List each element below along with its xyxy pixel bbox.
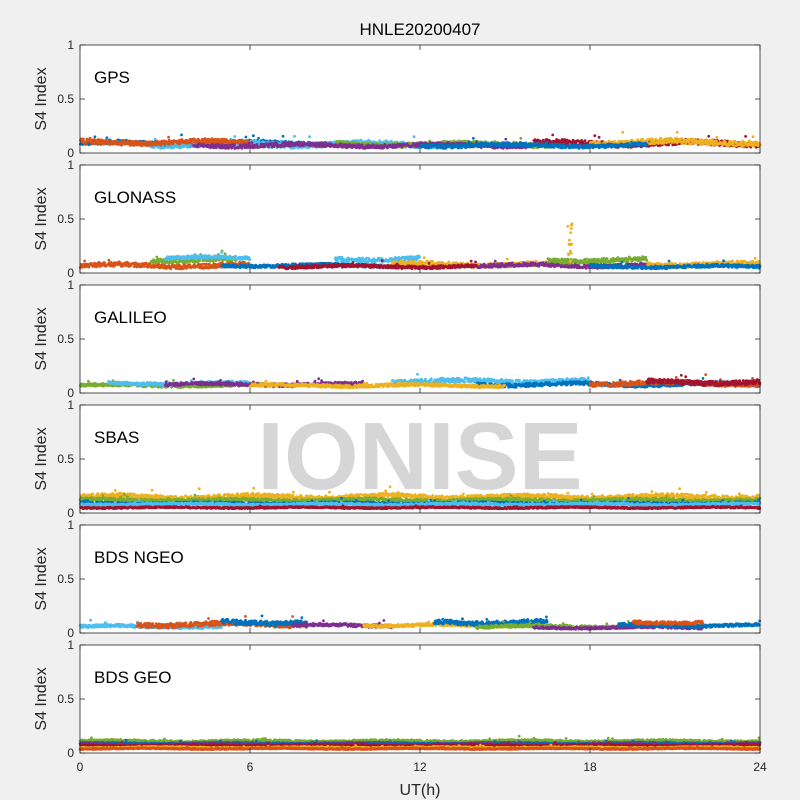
data-point <box>660 137 663 140</box>
data-point <box>645 144 648 147</box>
data-point <box>198 259 201 262</box>
data-point <box>752 135 755 138</box>
data-point <box>83 260 86 263</box>
data-point <box>308 135 311 138</box>
data-point <box>190 142 193 145</box>
data-point <box>515 141 518 144</box>
chart-title: HNLE20200407 <box>360 20 481 39</box>
data-point <box>163 146 166 149</box>
data-point <box>519 137 522 140</box>
data-point <box>551 134 554 137</box>
data-point <box>230 147 233 150</box>
data-point <box>251 141 254 144</box>
data-point <box>234 255 237 258</box>
data-point <box>504 138 507 141</box>
data-point <box>744 135 747 138</box>
data-point <box>105 136 108 139</box>
data-point <box>233 135 236 138</box>
data-point <box>418 256 421 259</box>
data-point <box>598 136 601 139</box>
data-point <box>336 259 339 262</box>
data-point <box>82 138 85 141</box>
data-point <box>472 137 475 140</box>
data-point <box>621 131 624 134</box>
data-point <box>209 260 212 263</box>
data-point <box>545 141 548 144</box>
data-point <box>584 139 587 142</box>
data-point <box>742 145 745 148</box>
y-axis-label: S4 Index <box>33 67 50 130</box>
data-point <box>245 136 248 139</box>
data-point <box>248 258 251 261</box>
data-point <box>172 143 175 146</box>
data-point <box>361 144 364 147</box>
data-point <box>605 146 608 149</box>
data-point <box>169 267 172 270</box>
data-point <box>108 259 111 262</box>
plot-area <box>80 45 760 153</box>
data-point <box>716 136 719 139</box>
y-tick-label: 1 <box>67 38 74 52</box>
data-point <box>180 134 183 137</box>
data-point <box>578 147 581 150</box>
data-point <box>160 144 163 147</box>
data-point <box>197 146 200 149</box>
data-point <box>443 143 446 146</box>
data-point <box>642 138 645 141</box>
data-point <box>675 137 678 140</box>
data-point <box>282 135 285 138</box>
data-point <box>94 135 97 138</box>
data-point <box>593 134 596 137</box>
data-point <box>233 143 236 146</box>
panel-label: GPS <box>94 68 130 87</box>
data-point <box>248 142 251 145</box>
data-point <box>167 136 170 139</box>
data-point <box>220 251 223 254</box>
data-point <box>715 140 718 143</box>
data-point <box>411 255 414 258</box>
data-point <box>256 143 259 146</box>
data-point <box>88 266 91 269</box>
data-point <box>257 137 260 140</box>
data-point <box>648 138 651 141</box>
data-point <box>239 266 242 269</box>
data-point <box>241 147 244 150</box>
data-point <box>89 137 92 140</box>
data-point <box>361 257 364 260</box>
data-point <box>707 135 710 138</box>
data-point <box>143 265 146 268</box>
data-point <box>377 142 380 145</box>
data-point <box>676 131 679 134</box>
data-point <box>252 134 255 137</box>
y-tick-label: 0.5 <box>57 92 74 106</box>
data-point <box>347 260 350 263</box>
data-point <box>293 135 296 138</box>
data-point <box>413 135 416 138</box>
